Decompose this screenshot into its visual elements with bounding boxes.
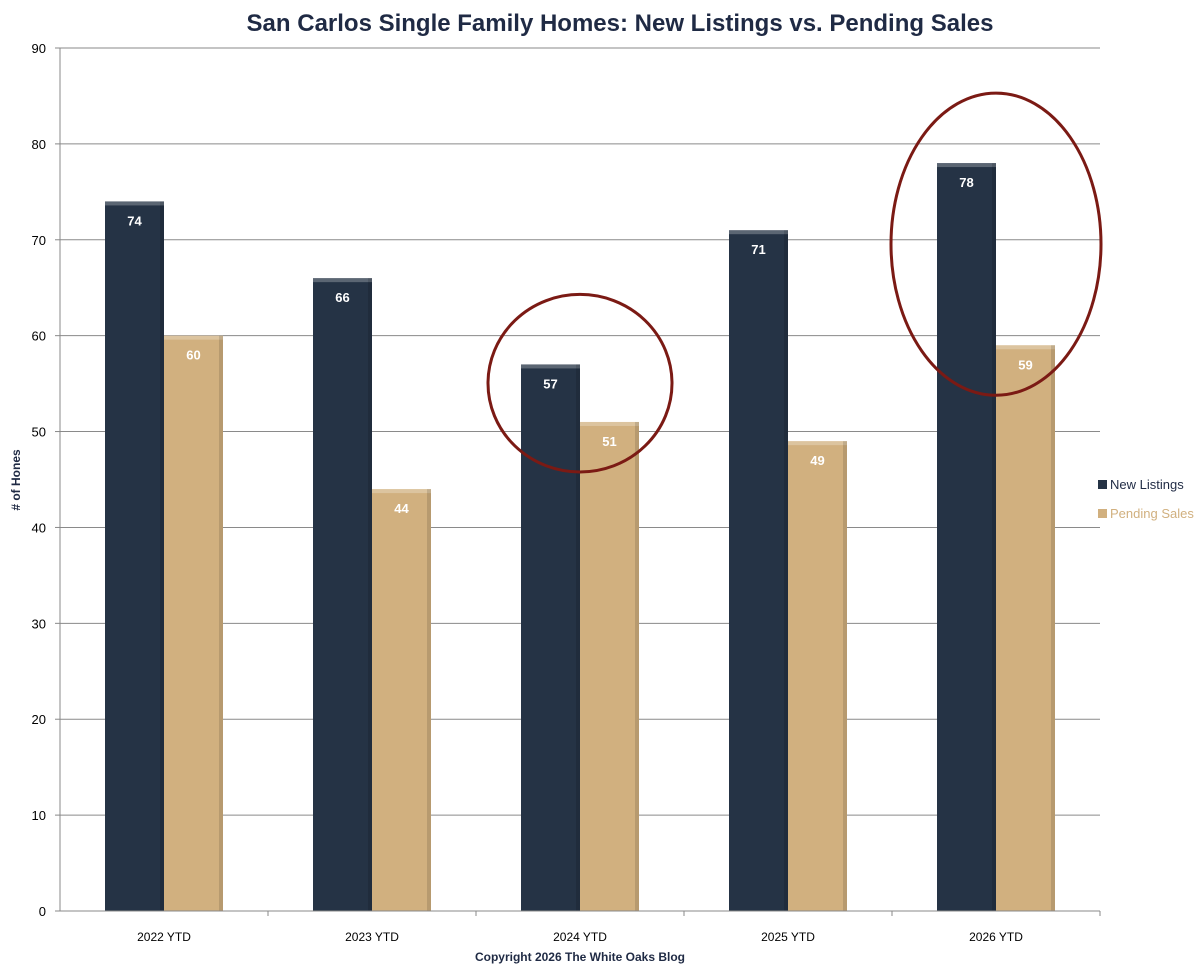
x-tick-label: 2025 YTD	[761, 930, 815, 944]
data-labels: 2022 YTD 74 60 2023 YTD 66 44 2024 YTD 57 51 2025…	[127, 175, 1032, 944]
bar-new-listings	[937, 163, 996, 912]
legend-swatch-pending-sales	[1098, 509, 1107, 518]
data-label-pending-sales: 44	[394, 501, 409, 516]
y-tick-label: 50	[32, 425, 46, 440]
highlight-ellipse	[889, 91, 1103, 397]
data-label-new-listings: 78	[959, 175, 973, 190]
bar-new-listings	[105, 201, 164, 911]
bar-bevel	[788, 441, 847, 446]
bar-pending-sales	[996, 345, 1055, 911]
bar-bevel	[996, 345, 1055, 350]
bar-bevel	[372, 489, 431, 494]
bar-pending-sales	[164, 335, 223, 912]
bar-pending-sales	[788, 441, 847, 911]
bar-pending-sales	[372, 489, 431, 911]
bar-bevel	[580, 421, 639, 426]
bar-shade	[368, 278, 372, 912]
bar-shade	[160, 201, 164, 911]
legend-label-pending-sales: Pending Sales	[1110, 506, 1194, 521]
data-label-pending-sales: 59	[1018, 357, 1032, 372]
bar-shade	[784, 230, 788, 911]
y-tick-label: 70	[32, 233, 46, 248]
data-label-new-listings: 66	[335, 290, 349, 305]
legend: New Listings Pending Sales	[1098, 477, 1194, 521]
data-label-pending-sales: 49	[810, 453, 824, 468]
bar-shade	[635, 421, 639, 911]
x-tick-label: 2026 YTD	[969, 930, 1023, 944]
bar-bevel	[521, 364, 580, 369]
data-label-new-listings: 71	[751, 242, 765, 257]
gridlines: 0 10 20 30 40 50 60 70 80 90	[32, 41, 1101, 919]
y-tick-label: 10	[32, 808, 46, 823]
x-tick-label: 2023 YTD	[345, 930, 399, 944]
data-label-pending-sales: 60	[186, 348, 200, 363]
bar-shade	[1051, 345, 1055, 911]
annotations	[486, 91, 1103, 474]
y-tick-label: 20	[32, 712, 46, 727]
y-tick-label: 40	[32, 520, 46, 535]
bar-shade	[843, 441, 847, 911]
data-label-new-listings: 74	[127, 213, 142, 228]
y-tick-label: 0	[39, 904, 46, 919]
axes: # of Hones Copyright 2026 The White Oaks…	[9, 48, 1100, 964]
x-tick-label: 2024 YTD	[553, 930, 607, 944]
y-tick-label: 30	[32, 616, 46, 631]
data-label-pending-sales: 51	[602, 434, 616, 449]
bar-shade	[427, 489, 431, 911]
legend-swatch-new-listings	[1098, 480, 1107, 489]
bars	[105, 163, 1055, 912]
y-tick-label: 90	[32, 41, 46, 56]
bar-bevel	[729, 230, 788, 235]
bar-pending-sales	[580, 421, 639, 911]
bar-bevel	[105, 201, 164, 206]
highlight-ellipse	[486, 292, 674, 474]
x-tick-label: 2022 YTD	[137, 930, 191, 944]
bar-new-listings	[313, 278, 372, 912]
bar-bevel	[313, 278, 372, 283]
data-label-new-listings: 57	[543, 376, 557, 391]
bar-shade	[576, 364, 580, 911]
bar-bevel	[164, 335, 223, 340]
bar-new-listings	[729, 230, 788, 911]
y-tick-label: 60	[32, 329, 46, 344]
y-axis-title: # of Hones	[9, 449, 23, 511]
bar-shade	[219, 335, 223, 912]
x-axis-title: Copyright 2026 The White Oaks Blog	[475, 950, 685, 964]
bar-shade	[992, 163, 996, 912]
y-tick-label: 80	[32, 137, 46, 152]
legend-label-new-listings: New Listings	[1110, 477, 1184, 492]
chart-title: San Carlos Single Family Homes: New List…	[246, 10, 994, 37]
bar-new-listings	[521, 364, 580, 911]
bar-bevel	[937, 163, 996, 168]
